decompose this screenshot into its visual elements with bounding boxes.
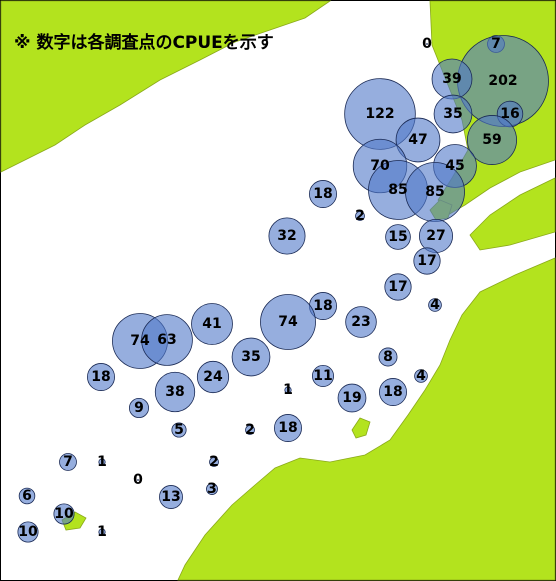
cpue-bubble xyxy=(159,485,183,509)
cpue-bubble xyxy=(309,180,337,208)
cpue-label: 17 xyxy=(417,253,436,269)
cpue-label: 85 xyxy=(425,184,444,200)
cpue-label: 32 xyxy=(277,228,296,244)
cpue-label: 24 xyxy=(203,369,223,385)
cpue-label: 1 xyxy=(283,382,293,398)
land-mass xyxy=(0,0,332,173)
cpue-bubble xyxy=(384,273,412,301)
cpue-label: 41 xyxy=(202,316,221,332)
island xyxy=(351,417,371,439)
cpue-bubble xyxy=(87,363,115,391)
bubbles xyxy=(17,35,549,543)
cpue-bubble xyxy=(59,453,77,471)
cpue-bubble xyxy=(284,386,292,394)
cpue-bubble xyxy=(53,503,75,525)
cpue-bubble xyxy=(231,337,271,377)
cpue-bubble xyxy=(433,94,473,134)
cpue-label: 8 xyxy=(383,349,393,365)
cpue-label: 38 xyxy=(165,384,184,400)
cpue-bubble xyxy=(196,360,230,394)
cpue-bubble xyxy=(171,422,187,438)
cpue-label: 19 xyxy=(342,390,361,406)
cpue-bubble xyxy=(245,425,255,435)
cpue-label: 18 xyxy=(313,186,332,202)
cpue-label: 39 xyxy=(442,71,461,87)
cpue-label: 3 xyxy=(207,481,217,497)
cpue-label: 35 xyxy=(241,349,260,365)
cpue-label: 13 xyxy=(161,489,180,505)
cpue-label: 1 xyxy=(97,524,107,540)
cpue-bubble xyxy=(355,211,365,221)
cpue-label: 7 xyxy=(491,36,501,52)
cpue-label: 10 xyxy=(18,524,38,540)
cpue-label: 45 xyxy=(445,158,464,174)
cpue-label: 202 xyxy=(488,73,517,89)
cpue-label: 18 xyxy=(383,384,402,400)
cpue-label: 0 xyxy=(422,36,432,52)
cpue-label: 74 xyxy=(278,314,298,330)
cpue-label: 63 xyxy=(157,332,176,348)
land-mass xyxy=(469,177,556,251)
cpue-label: 59 xyxy=(482,132,501,148)
cpue-label: 18 xyxy=(313,298,332,314)
cpue-label: 17 xyxy=(388,279,407,295)
cpue-label: 74 xyxy=(130,333,150,349)
cpue-label: 16 xyxy=(500,106,519,122)
cpue-label: 35 xyxy=(443,106,462,122)
cpue-bubble xyxy=(379,378,407,406)
cpue-label: 70 xyxy=(370,158,390,174)
cpue-bubble xyxy=(137,479,139,481)
cpue-bubble xyxy=(428,298,442,312)
cpue-bubble xyxy=(98,528,106,536)
cpue-bubble xyxy=(209,457,219,467)
cpue-bubble xyxy=(154,371,196,413)
cpue-bubble xyxy=(191,303,233,345)
cpue-bubble xyxy=(345,306,377,338)
cpue-bubble xyxy=(414,369,428,383)
cpue-bubble xyxy=(467,115,517,165)
cpue-label: 2 xyxy=(245,422,255,438)
cpue-label: 27 xyxy=(426,228,445,244)
cpue-label: 10 xyxy=(54,506,74,522)
cpue-bubble xyxy=(18,487,36,505)
cpue-label: 9 xyxy=(134,400,144,416)
cpue-label: 6 xyxy=(22,488,32,504)
cpue-label: 4 xyxy=(430,297,440,313)
cpue-label: 85 xyxy=(388,182,407,198)
cpue-label: 18 xyxy=(278,420,297,436)
cpue-bubble xyxy=(268,217,306,255)
cpue-label: 15 xyxy=(388,229,407,245)
cpue-bubble xyxy=(337,383,367,413)
map-note: ※ 数字は各調査点のCPUEを示す xyxy=(14,32,274,53)
cpue-bubble xyxy=(395,117,441,163)
cpue-label: 18 xyxy=(91,369,110,385)
cpue-label: 0 xyxy=(133,472,143,488)
cpue-bubble xyxy=(385,224,411,250)
cpue-bubble xyxy=(426,43,428,45)
cpue-label: 2 xyxy=(355,208,365,224)
cpue-bubble xyxy=(274,414,302,442)
cpue-bubble xyxy=(260,294,316,350)
cpue-label: 122 xyxy=(365,106,394,122)
cpue-bubble xyxy=(128,397,149,418)
cpue-bubble xyxy=(98,458,106,466)
cpue-bubble xyxy=(17,521,39,543)
cpue-label: 2 xyxy=(209,454,219,470)
land-mass xyxy=(177,257,556,581)
cpue-bubble xyxy=(378,347,398,367)
cpue-bubble xyxy=(311,364,335,388)
cpue-bubble xyxy=(206,483,218,495)
cpue-bubble xyxy=(413,247,441,275)
cpue-label: 4 xyxy=(416,368,426,384)
cpue-label: 23 xyxy=(351,314,370,330)
cpue-label: 1 xyxy=(97,454,107,470)
cpue-label: 11 xyxy=(313,368,332,384)
cpue-bubble xyxy=(141,314,193,366)
cpue-label: 7 xyxy=(63,454,73,470)
cpue-label: 47 xyxy=(408,132,427,148)
cpue-label: 5 xyxy=(174,422,184,438)
